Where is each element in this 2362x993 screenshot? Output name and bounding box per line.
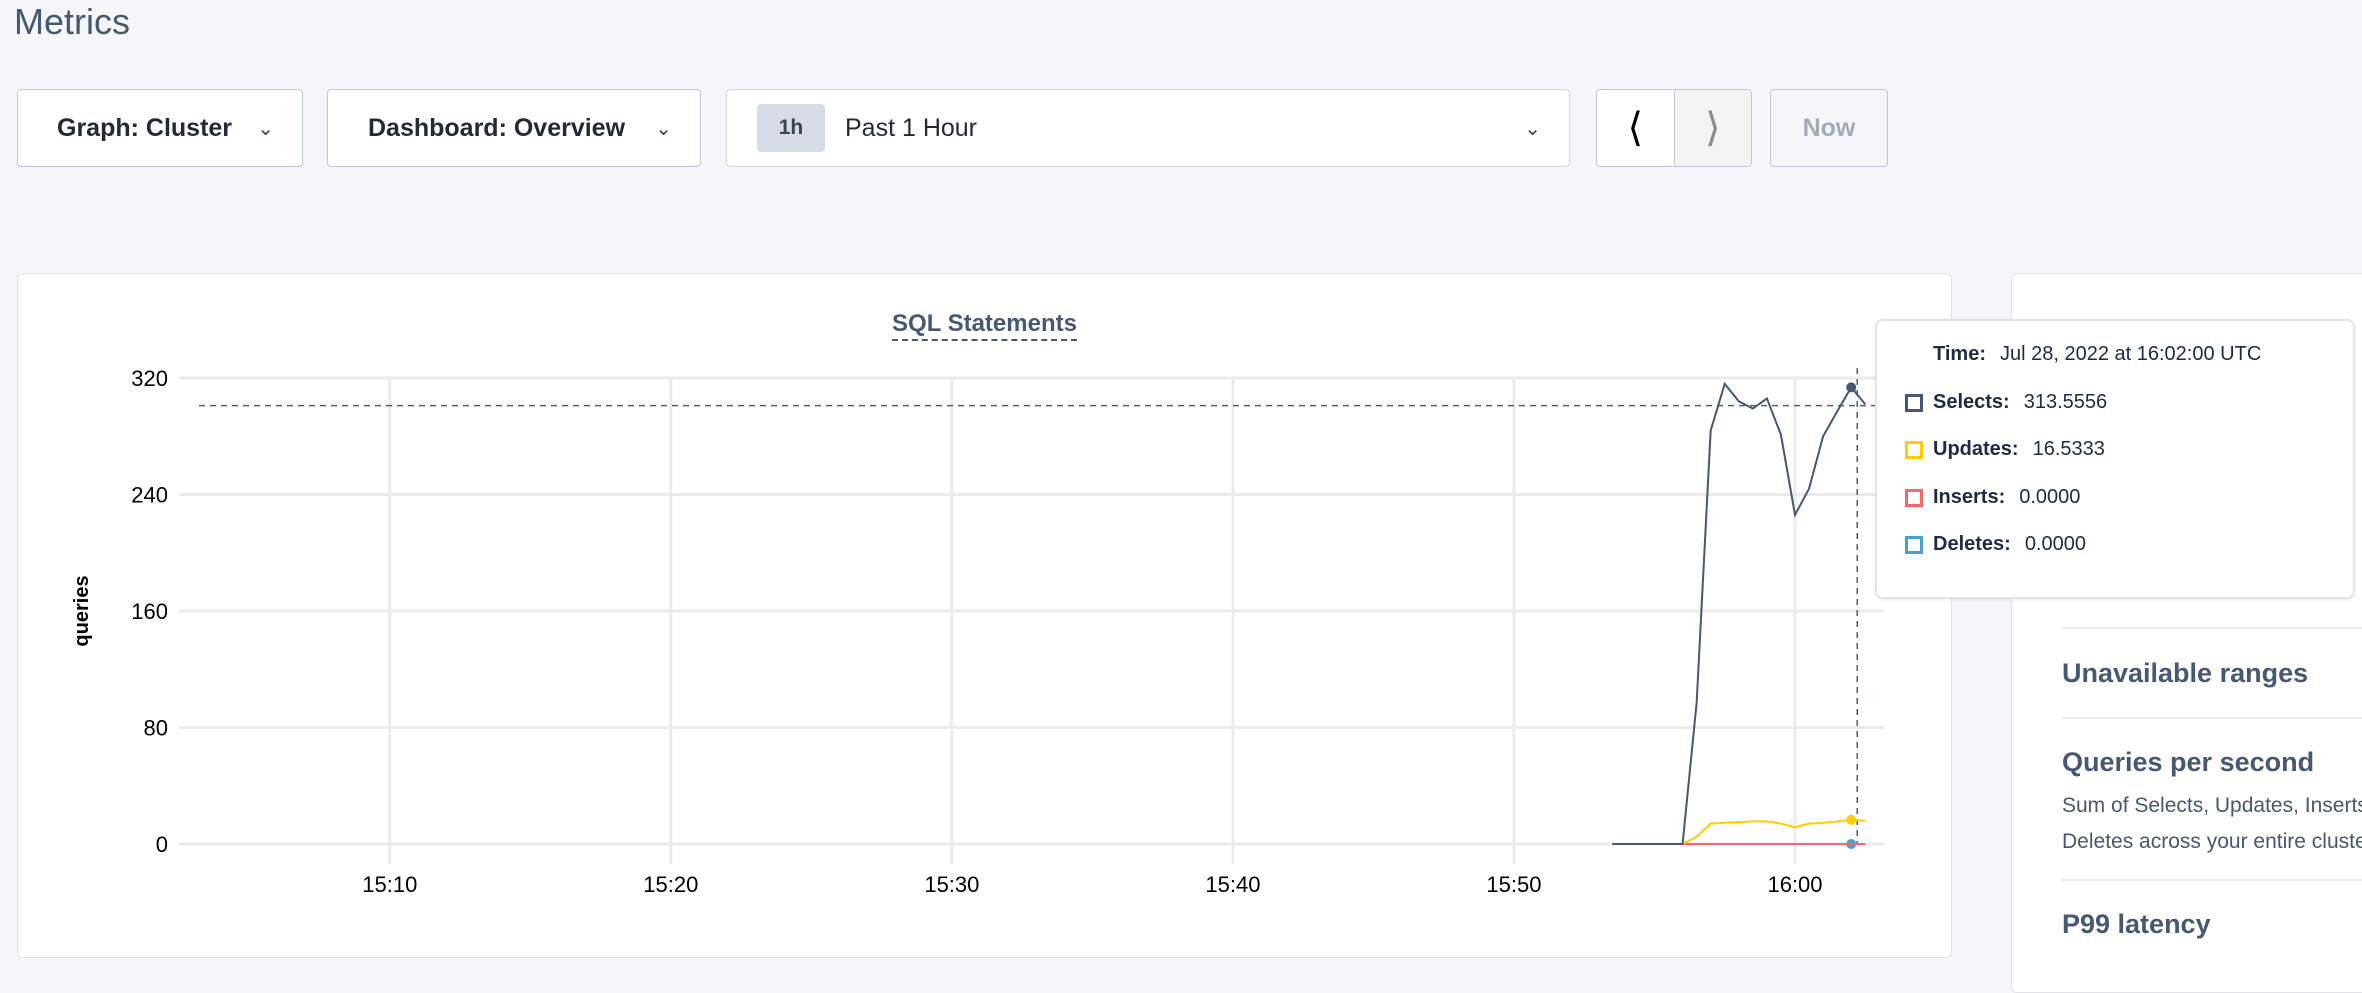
x-tick-label: 15:10 [362,872,417,897]
sql-statements-chart-card: SQL Statements 0 80 160 240 320 15:10 15:20 15:… [17,273,1952,958]
y-tick-label: 80 [144,716,168,741]
chevron-right-icon[interactable]: ⟩ [1674,90,1751,166]
side-item-title: Unavailable ranges [2062,658,2309,688]
chevron-down-icon: ⌄ [1524,117,1541,140]
y-tick-label: 320 [131,366,168,391]
graph-selector[interactable]: Graph: Cluster ⌄ [17,89,303,167]
hover-point-updates [1846,814,1857,825]
dashboard-selector-label: Dashboard: Overview [368,113,626,142]
side-item-title: P99 latency [2062,909,2211,939]
legend-swatch-icon [1905,535,1923,554]
legend-swatch-icon [1905,488,1923,507]
tooltip-series-value: 16.5333 [2032,438,2105,460]
y-tick-label: 240 [131,483,168,508]
time-range-label: Past 1 Hour [845,113,978,142]
graph-selector-label: Graph: Cluster [57,113,233,142]
x-tick-label: 15:20 [643,872,698,897]
chart-title[interactable]: SQL Statements [892,310,1077,341]
tooltip-series-value: 313.5556 [2023,391,2108,413]
sql-statements-chart[interactable]: 0 80 160 240 320 15:10 15:20 15:30 15:40 15:50 16:… [18,274,1953,959]
tooltip-series-label: Inserts: [1933,486,2006,508]
now-button[interactable]: Now [1770,89,1888,167]
x-tick-label: 15:40 [1205,872,1260,897]
chevron-left-icon[interactable]: ⟨ [1597,90,1675,166]
tooltip-series-label: Selects: [1933,391,2010,413]
divider [2062,627,2362,629]
dashboard-selector[interactable]: Dashboard: Overview ⌄ [327,89,701,167]
tooltip-series-value: 0.0000 [2019,486,2081,508]
divider [2062,717,2362,719]
side-item-description: Sum of Selects, Updates, Inserts, and De… [2062,794,2362,853]
divider [2062,879,2362,881]
tooltip-time-value: Jul 28, 2022 at 16:02:00 UTC [1999,343,2262,365]
hover-point-selects [1846,382,1857,393]
page-title: Metrics [14,1,130,42]
side-item-title: Queries per second [2062,747,2315,777]
series-line-updates [1612,818,1866,845]
x-tick-label: 15:50 [1486,872,1541,897]
series-line-selects [1612,381,1867,845]
tooltip-series-value: 0.0000 [2024,533,2086,555]
legend-swatch-icon [1905,393,1923,412]
y-axis-label: queries [71,575,93,646]
x-tick-label: 15:30 [924,872,979,897]
time-range-selector[interactable]: 1h Past 1 Hour ⌄ [726,89,1570,167]
tooltip-series-label: Deletes: [1933,533,2011,555]
y-tick-label: 0 [156,832,168,857]
legend-swatch-icon [1905,440,1923,459]
x-tick-label: 16:00 [1767,872,1822,897]
chevron-down-icon: ⌄ [655,117,672,140]
chart-tooltip: Time: Jul 28, 2022 at 16:02:00 UTC Selec… [1875,319,2355,599]
y-tick-label: 160 [131,599,168,624]
tooltip-time-label: Time: [1933,343,1986,365]
time-range-badge: 1h [757,104,825,152]
time-navigation: ⟨ ⟩ [1596,89,1752,167]
chevron-down-icon: ⌄ [257,117,274,140]
tooltip-series-label: Updates: [1933,438,2019,460]
